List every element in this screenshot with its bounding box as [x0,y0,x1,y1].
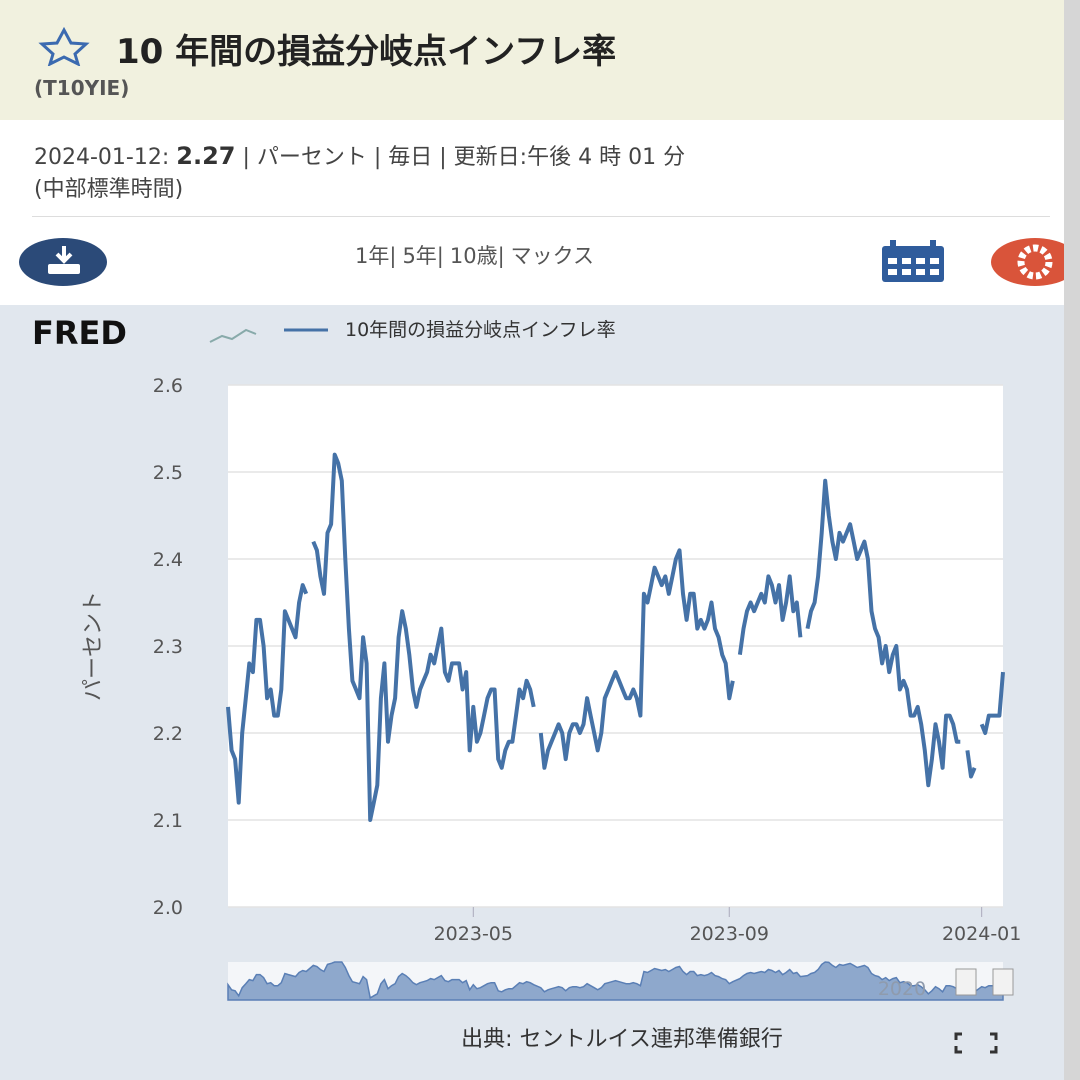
range-button[interactable]: 10歳| [449,244,505,268]
y-tick-label: 2.5 [153,462,183,484]
x-tick-label: 2023-09 [690,923,769,945]
download-button[interactable] [18,236,108,288]
brand: FRED [32,314,127,352]
series-id: (T10YIE) [34,76,130,100]
latest-value: 2.27 [176,142,236,170]
header: 10 年間の損益分岐点インフレ率 (T10YIE) [0,0,1064,120]
y-tick-label: 2.2 [153,723,183,745]
range-button[interactable]: マックス [510,244,595,268]
star-icon[interactable] [32,26,96,66]
legend-label: 10年間の損益分岐点インフレ率 [345,319,616,341]
scrollbar [1064,0,1080,1080]
settings-button[interactable] [990,236,1080,288]
x-tick-label: 2023-05 [434,923,513,945]
title: 10 年間の損益分岐点インフレ率 [116,32,617,72]
y-tick-label: 2.1 [153,810,183,832]
data-line [226,452,1005,822]
navigator-handle[interactable] [955,968,977,996]
range-selector: 1年| 5年| 10歳| マックス [355,240,600,270]
timezone: (中部標準時間) [34,177,184,202]
y-tick-label: 2.4 [153,549,183,571]
x-tick-label: 2024-01 [942,923,1021,945]
info: 2024-01-12: 2.27 | パーセント | 毎日 | 更新日:午後 4… [34,140,685,206]
y-tick-label: 2.3 [153,636,183,658]
separator [32,216,1050,217]
y-tick-label: 2.0 [153,897,183,919]
fullscreen-button[interactable] [954,1032,998,1054]
navigator-area [227,961,1004,1001]
source: 出典: セントルイス連邦準備銀行 [461,1027,783,1052]
y-tick-label: 2.6 [153,375,183,397]
date: 2024-01-12: [34,145,170,170]
navigator-handle[interactable] [992,968,1014,996]
range-button[interactable]: 1年| [355,244,397,268]
details: | パーセント | 毎日 | 更新日:午後 4 時 01 分 [242,145,686,170]
y-axis-label: パーセント [81,591,106,701]
navigator-label: 2020 [878,978,926,1000]
range-button[interactable]: 5年| [402,244,444,268]
brand-icon [209,328,257,343]
calendar-button[interactable] [880,240,946,284]
